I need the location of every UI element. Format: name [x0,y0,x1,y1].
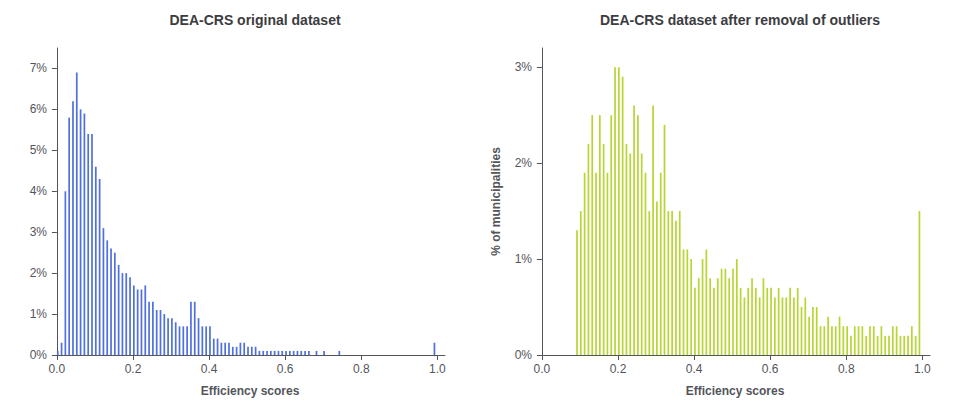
svg-text:1.0: 1.0 [429,362,446,376]
svg-text:DEA-CRS original dataset: DEA-CRS original dataset [169,12,340,28]
svg-text:Efficiency scores: Efficiency scores [201,384,300,398]
svg-text:0%: 0% [30,348,48,362]
svg-text:0%: 0% [515,348,533,362]
svg-text:1.0: 1.0 [914,362,931,376]
svg-text:0.0: 0.0 [49,362,66,376]
svg-text:2%: 2% [515,156,533,170]
svg-text:0.6: 0.6 [762,362,779,376]
svg-text:0.2: 0.2 [125,362,142,376]
svg-text:1%: 1% [515,252,533,266]
svg-text:0.4: 0.4 [686,362,703,376]
svg-text:5%: 5% [30,143,48,157]
svg-text:Efficiency scores: Efficiency scores [686,384,785,398]
svg-text:2%: 2% [30,266,48,280]
svg-text:0.0: 0.0 [534,362,551,376]
svg-text:7%: 7% [30,61,48,75]
svg-text:3%: 3% [515,60,533,74]
svg-text:6%: 6% [30,102,48,116]
svg-text:0.6: 0.6 [277,362,294,376]
svg-text:3%: 3% [30,225,48,239]
svg-text:0.8: 0.8 [838,362,855,376]
svg-text:0.4: 0.4 [201,362,218,376]
svg-text:4%: 4% [30,184,48,198]
svg-text:0.2: 0.2 [610,362,627,376]
svg-text:0.8: 0.8 [353,362,370,376]
svg-text:% of municipalities: % of municipalities [489,147,503,256]
svg-text:DEA-CRS dataset after removal: DEA-CRS dataset after removal of outlier… [600,12,880,28]
svg-text:1%: 1% [30,307,48,321]
